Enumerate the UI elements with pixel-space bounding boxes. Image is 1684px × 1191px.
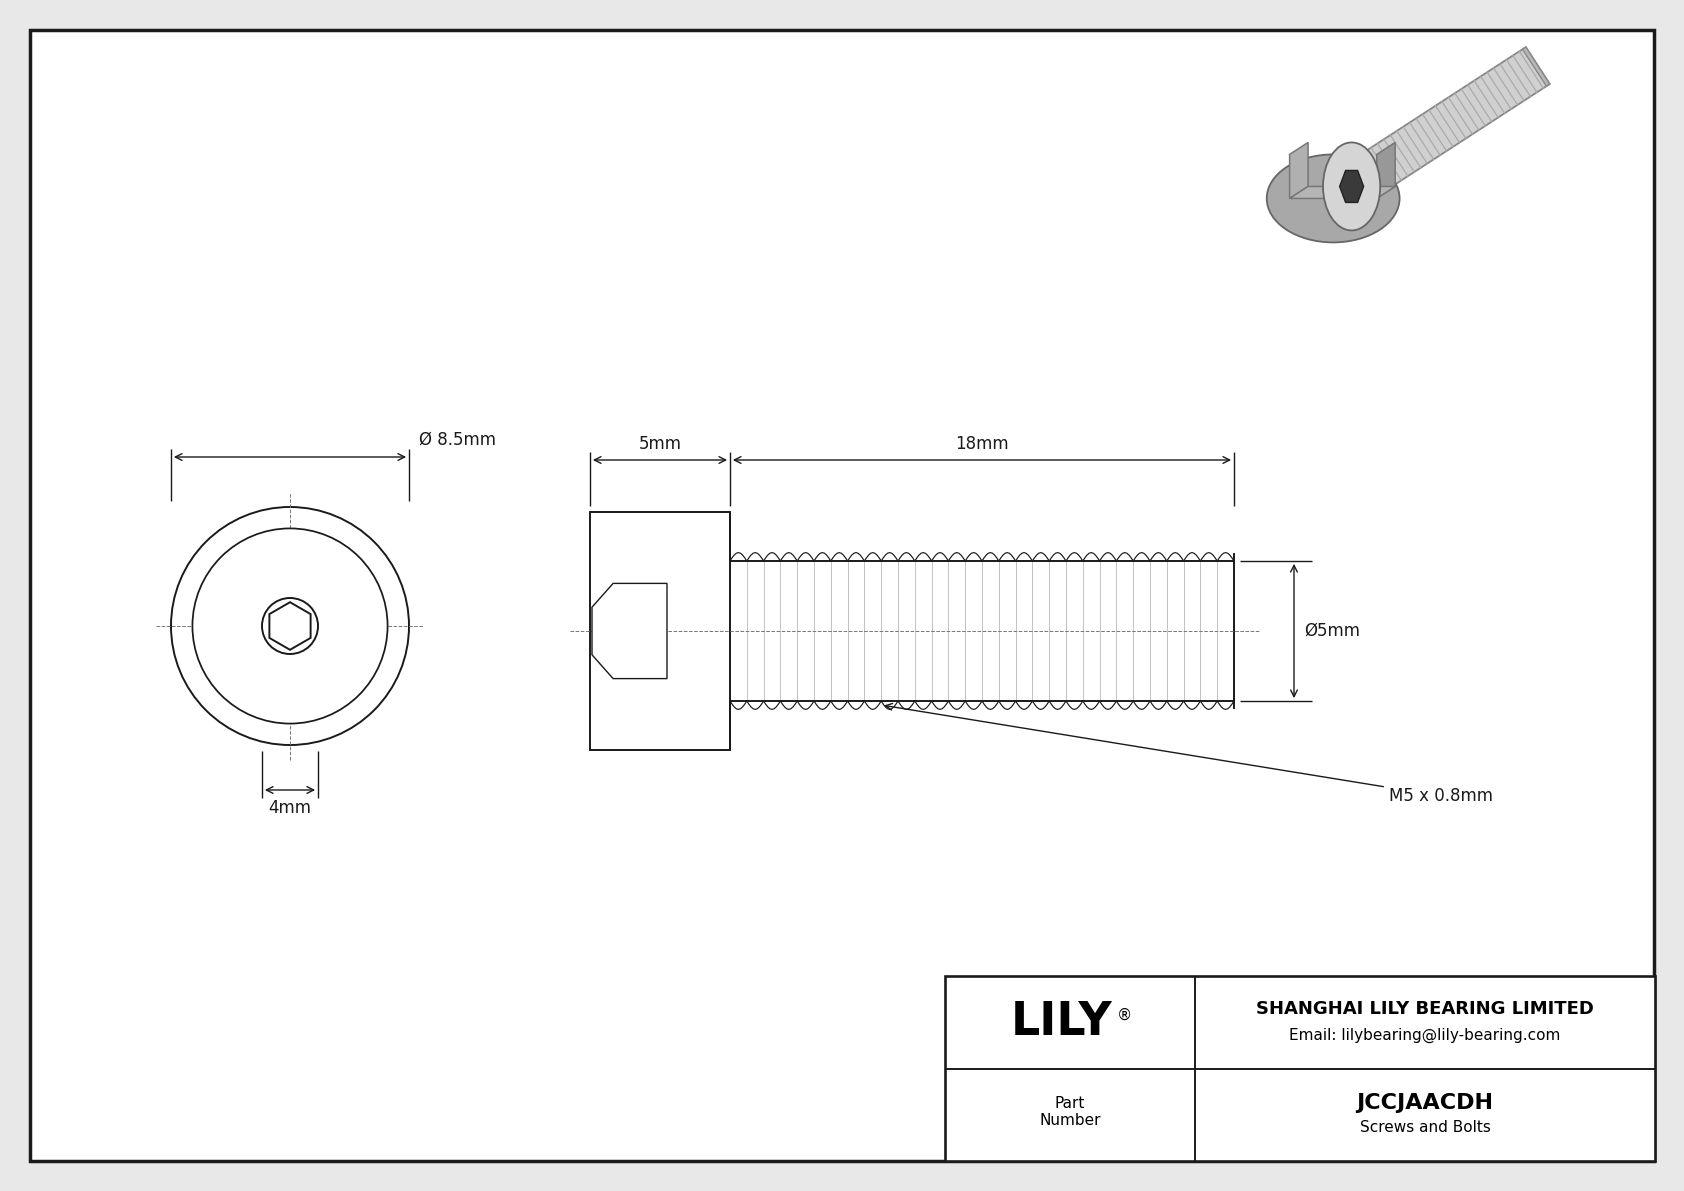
Circle shape <box>192 529 387 724</box>
Bar <box>945 975 1655 1161</box>
Polygon shape <box>593 584 667 679</box>
Ellipse shape <box>1266 155 1399 243</box>
Ellipse shape <box>1324 143 1381 230</box>
Text: Ø5mm: Ø5mm <box>1303 622 1361 640</box>
Text: Ø 8.5mm: Ø 8.5mm <box>419 431 497 449</box>
Text: Email: lilybearing@lily-bearing.com: Email: lilybearing@lily-bearing.com <box>1290 1028 1561 1043</box>
Text: Part
Number: Part Number <box>1039 1096 1101 1128</box>
Text: M5 x 0.8mm: M5 x 0.8mm <box>886 704 1494 805</box>
Polygon shape <box>269 603 310 650</box>
Circle shape <box>172 507 409 746</box>
Polygon shape <box>1357 48 1549 193</box>
Circle shape <box>263 598 318 654</box>
Text: SHANGHAI LILY BEARING LIMITED: SHANGHAI LILY BEARING LIMITED <box>1256 1000 1595 1018</box>
Polygon shape <box>1522 48 1549 86</box>
Polygon shape <box>1290 143 1308 199</box>
Text: 5mm: 5mm <box>638 435 682 453</box>
Text: 4mm: 4mm <box>268 799 312 817</box>
Text: LILY: LILY <box>1010 999 1113 1045</box>
Polygon shape <box>1339 170 1364 202</box>
Text: JCCJAACDH: JCCJAACDH <box>1357 1093 1494 1112</box>
Text: Screws and Bolts: Screws and Bolts <box>1359 1121 1490 1135</box>
Text: ®: ® <box>1116 1009 1132 1023</box>
Bar <box>589 512 729 750</box>
Polygon shape <box>1290 187 1394 199</box>
Polygon shape <box>1378 143 1394 199</box>
Text: 18mm: 18mm <box>955 435 1009 453</box>
